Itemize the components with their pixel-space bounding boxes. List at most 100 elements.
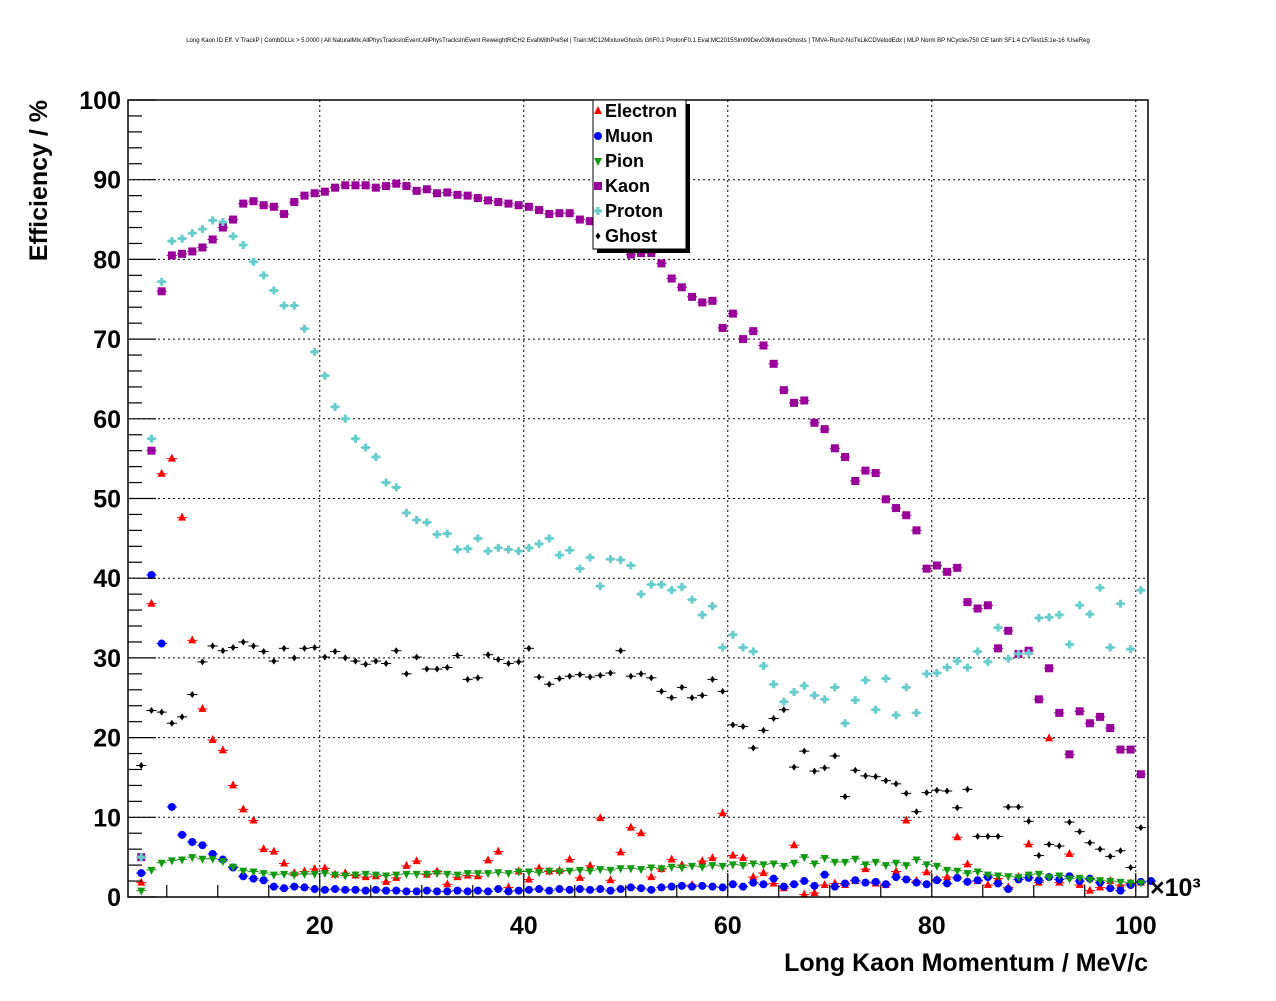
data-point-proton <box>912 708 921 717</box>
data-point-electron <box>259 844 268 853</box>
data-point-proton <box>1116 599 1125 608</box>
data-point-ghost <box>587 673 593 681</box>
legend-box <box>592 99 687 250</box>
y-tick-label: 10 <box>93 804 121 832</box>
data-point-electron <box>1085 885 1094 894</box>
x-tick-label: 60 <box>714 912 742 940</box>
data-point-ghost <box>454 652 460 660</box>
data-point-pion <box>331 871 340 880</box>
x-tick-label: 100 <box>1115 912 1157 940</box>
data-point-muon <box>932 876 941 885</box>
data-point-proton <box>575 564 584 573</box>
y-tick-label: 30 <box>93 645 121 673</box>
data-point-kaon <box>779 386 788 395</box>
data-point-muon <box>953 873 962 882</box>
data-point-proton <box>1136 586 1145 595</box>
data-point-muon <box>412 887 421 896</box>
data-point-kaon <box>249 197 258 206</box>
data-point-pion <box>983 871 992 880</box>
data-point-muon <box>841 879 850 888</box>
data-point-muon <box>239 872 248 881</box>
data-point-kaon <box>759 341 768 350</box>
data-point-kaon <box>341 181 350 190</box>
data-point-pion <box>1065 875 1074 884</box>
data-point-ghost <box>383 659 389 667</box>
data-point-ghost <box>1077 828 1083 836</box>
data-point-muon <box>545 886 554 895</box>
data-point-proton <box>851 696 860 705</box>
data-point-pion <box>1075 874 1084 883</box>
data-point-pion <box>922 861 931 870</box>
data-point-ghost <box>1107 852 1113 860</box>
data-point-muon <box>433 887 442 896</box>
data-point-ghost <box>495 655 501 663</box>
data-point-electron <box>524 874 533 883</box>
x-tick-label: 20 <box>306 912 334 940</box>
data-point-pion <box>1096 877 1105 886</box>
y-tick-label: 90 <box>93 167 121 195</box>
data-point-proton <box>943 663 952 672</box>
data-point-pion <box>188 854 197 863</box>
data-point-proton <box>535 539 544 548</box>
data-point-pion <box>963 870 972 879</box>
data-point-ghost <box>985 832 991 840</box>
data-point-ghost <box>903 789 909 797</box>
data-point-proton <box>392 483 401 492</box>
data-point-proton <box>259 271 268 280</box>
data-point-electron <box>494 846 503 855</box>
data-point-muon <box>1147 877 1156 886</box>
data-point-muon <box>259 876 268 885</box>
data-point-pion <box>290 871 299 880</box>
data-point-muon <box>178 830 187 839</box>
legend-marker-electron <box>594 106 602 114</box>
data-point-ghost <box>842 793 848 801</box>
data-point-muon <box>994 879 1003 888</box>
data-point-ghost <box>883 777 889 785</box>
data-point-muon <box>647 885 656 894</box>
data-point-kaon <box>1075 707 1084 716</box>
x-tick-label: 80 <box>918 912 946 940</box>
data-point-pion <box>320 870 329 879</box>
data-point-proton <box>157 277 166 286</box>
data-point-ghost <box>240 638 246 646</box>
data-point-proton <box>331 402 340 411</box>
data-point-pion <box>973 868 982 877</box>
data-point-electron <box>1065 848 1074 857</box>
data-point-pion <box>994 872 1003 881</box>
data-point-electron <box>820 880 829 889</box>
data-point-muon <box>708 882 717 891</box>
data-point-ghost <box>414 653 420 661</box>
data-point-muon <box>871 877 880 886</box>
data-point-pion <box>637 866 646 875</box>
data-point-ghost <box>210 642 216 650</box>
data-point-kaon <box>973 604 982 613</box>
data-point-proton <box>810 691 819 700</box>
data-point-proton <box>759 661 768 670</box>
data-point-muon <box>198 841 207 850</box>
data-point-pion <box>800 854 809 863</box>
data-point-muon <box>361 886 370 895</box>
data-point-kaon <box>892 504 901 513</box>
data-point-ghost <box>597 671 603 679</box>
data-point-pion <box>218 858 227 867</box>
data-point-muon <box>555 885 564 894</box>
data-point-proton <box>310 347 319 356</box>
data-point-kaon <box>637 249 646 258</box>
data-point-kaon <box>902 511 911 520</box>
data-point-electron <box>310 864 319 873</box>
data-point-kaon <box>443 188 452 197</box>
data-point-electron <box>718 808 727 817</box>
data-point-ghost <box>811 767 817 775</box>
series-kaon <box>136 179 1146 862</box>
data-point-pion <box>484 870 493 879</box>
legend-marker-muon <box>594 132 602 140</box>
y-tick-label: 80 <box>93 246 121 274</box>
data-point-muon <box>320 885 329 894</box>
data-point-electron <box>443 879 452 888</box>
data-point-electron <box>963 859 972 868</box>
data-point-pion <box>310 870 319 879</box>
data-point-muon <box>494 885 503 894</box>
data-point-proton <box>586 553 595 562</box>
data-point-proton <box>178 234 187 243</box>
